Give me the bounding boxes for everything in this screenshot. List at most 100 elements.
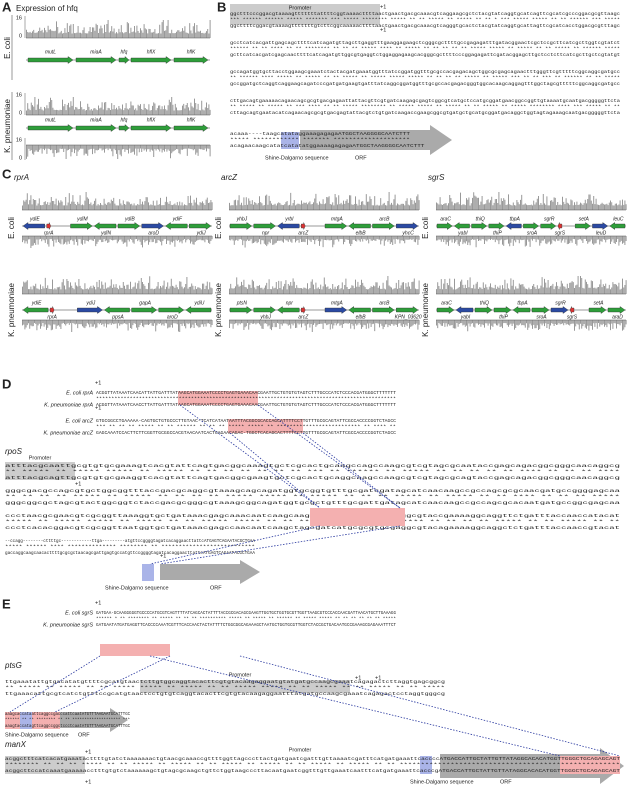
gene-name: hflK — [187, 49, 196, 55]
gene-name: thiP — [493, 230, 502, 236]
locus-title: sgrS — [428, 173, 445, 182]
sequence-line: gggcgacgccagcgtgctggcggtttaccgacgcaggcgt… — [5, 490, 621, 494]
tss-label: +1 — [160, 553, 166, 559]
species-label: K. pneumoniae — [214, 283, 223, 337]
seq-label: E. coli arcZ — [65, 418, 93, 424]
gene-name: rprA — [47, 314, 57, 320]
gene-name: sroA — [527, 230, 538, 236]
species-label: E. coli — [7, 217, 16, 239]
gene-name: arcB — [379, 300, 390, 306]
gene-title: rpoS — [5, 447, 23, 456]
sequence-line: atttacgcaattgcgtgtgcgaaagtcacgtattcagtga… — [5, 465, 621, 469]
gene-arrow — [229, 306, 253, 314]
gene-name: hflX — [147, 117, 156, 123]
sequence-line: cttagcagtgaatacatcagaacagcgcgtgacgagtatt… — [230, 112, 621, 116]
gene-arrow — [158, 306, 185, 314]
coverage — [229, 276, 420, 294]
gene-name: arcB — [379, 216, 390, 222]
gene-arrow — [22, 222, 45, 230]
sequence-line: ACGGTTATAAATCAACCTTATTGATTTATAAGCATGGAAA… — [96, 404, 397, 408]
gene-arrow — [505, 222, 522, 230]
gene-arrow — [130, 56, 172, 64]
gene-arrow — [592, 222, 609, 230]
base-pairing-box — [560, 756, 620, 774]
gene-arrow — [557, 222, 563, 230]
orf-label: ORF — [78, 732, 90, 738]
orf-arrow — [300, 125, 452, 155]
coverage — [22, 192, 213, 210]
coverage — [229, 320, 420, 332]
coverage — [229, 192, 420, 210]
gene-name: hflK — [187, 117, 196, 123]
gene-arrow — [453, 222, 470, 230]
coverage — [22, 236, 213, 248]
orf-label: ORF — [355, 155, 367, 161]
gene-arrow — [27, 56, 74, 64]
gene-name: ydiB — [124, 216, 135, 222]
sequence-line: *** ****** ****** ***** ******* *** ****… — [230, 18, 620, 23]
coverage — [229, 236, 420, 248]
gene-arrow — [173, 56, 209, 64]
sd-box — [281, 132, 299, 149]
connector — [257, 404, 401, 509]
axis-label: 0 — [19, 33, 22, 39]
gene-name: hfq — [121, 117, 128, 123]
gene-arrow — [574, 222, 591, 230]
tss-label: +1 — [95, 405, 101, 411]
promoter-box — [5, 756, 85, 774]
tss-label: +1 — [95, 600, 101, 606]
seq-label: K. pneumoniae arcZ — [43, 430, 93, 436]
gene-name: rprA — [44, 230, 54, 236]
gene-arrow — [348, 306, 371, 314]
tss-label: +1 — [380, 27, 386, 33]
sd-label: Shine-Dalgarno sequence — [105, 585, 169, 591]
panel-label: C — [2, 166, 12, 181]
gene-name: npr — [286, 300, 294, 306]
gene-arrow — [609, 222, 626, 230]
connector — [149, 655, 561, 757]
gene-name: mutL — [45, 49, 56, 55]
gene-arrow — [141, 222, 164, 230]
gene-arrow — [436, 306, 455, 314]
gene-name: tbpA — [510, 216, 521, 222]
sequence-line: acagaacaagcatatcatatatggaaaagagagaATGGCT… — [230, 145, 425, 149]
sequence-line: ccctcacacggacgtcgcggttaatggtgctgataaacga… — [5, 527, 621, 531]
gene-name: yrbI — [284, 216, 294, 222]
gene-name: mtgA — [331, 216, 343, 222]
sequence-line: acaaa----taagcatataggaaagagagaATGGCTAAGG… — [230, 133, 411, 137]
gene-name: aroD — [148, 230, 159, 236]
gene-name: gapA — [139, 300, 151, 306]
connector — [159, 525, 401, 565]
gene-name: ptsN — [236, 300, 248, 306]
orf-label: ORF — [500, 779, 512, 785]
promoter-label: Promoter — [29, 455, 52, 461]
gene-arrow — [49, 306, 55, 314]
sequence-line: gaccaggcaagcaacacttttgcgcgctaacagcgattga… — [5, 552, 255, 556]
orf-label: ORF — [210, 585, 222, 591]
sequence-line: GATGAA-GCAAGGGGGTGCCCCATGCGTCAGTTTTATCAG… — [96, 612, 396, 616]
gene-name: ydiJ — [85, 300, 95, 306]
sequence-line: atttacgcagttgcgtgtgcgaaggtcacgtattcagtga… — [5, 477, 621, 481]
sequence-line: cttgacagtgaaaaacagaacagcgcgtgacgagaattat… — [230, 100, 621, 104]
gene-arrow — [165, 222, 188, 230]
gene-arrow — [277, 222, 300, 230]
coverage — [22, 320, 213, 332]
gene-name: yabI — [457, 230, 468, 236]
gene-name: tbpA — [517, 300, 528, 306]
gene-arrow — [550, 306, 569, 314]
gene-arrow — [396, 222, 419, 230]
gene-arrow — [75, 56, 117, 64]
coverage — [436, 320, 627, 332]
gene-arrow — [531, 306, 550, 314]
sequence-line: ** ** ** ** ***** ** ***** ** ** ** ** *… — [5, 495, 620, 500]
gene-arrow — [253, 306, 276, 314]
tss-label: +1 — [75, 481, 81, 487]
gene-arrow — [27, 124, 74, 132]
sequence-line: ****** * ** ******** ** ***** ** ** ** *… — [96, 617, 396, 622]
gene-name: yhbJ — [236, 216, 248, 222]
gene-arrow — [77, 306, 103, 314]
locus-title: arcZ — [221, 173, 238, 182]
gene-name: mutL — [45, 117, 56, 123]
sequence-line: gcttcatcacgatcgagcaacttttcatcagatgttggcg… — [230, 54, 621, 58]
